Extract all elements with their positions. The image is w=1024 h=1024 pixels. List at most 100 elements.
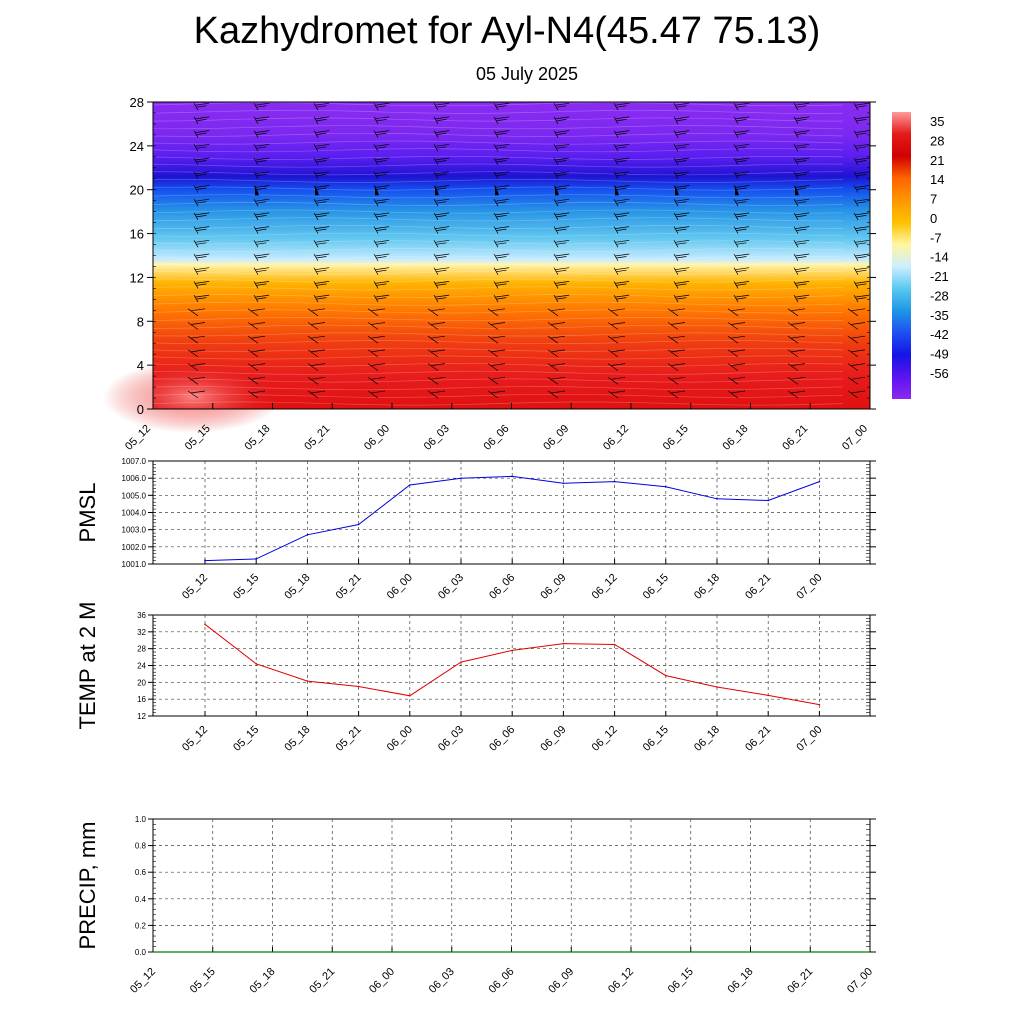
wind-barb bbox=[853, 185, 870, 193]
x-tick-label: 05_12 bbox=[180, 724, 210, 754]
x-tick-label: 06_12 bbox=[590, 724, 620, 754]
wind-barb bbox=[667, 376, 686, 385]
isotherm-contour bbox=[152, 240, 844, 245]
wind-barb bbox=[673, 130, 690, 138]
wind-barb bbox=[667, 322, 686, 330]
wind-barb bbox=[613, 226, 630, 234]
x-tick-label: 06_06 bbox=[487, 572, 517, 602]
wind-barb bbox=[493, 239, 510, 248]
series-point bbox=[204, 623, 206, 626]
wind-barb bbox=[307, 335, 326, 344]
wind-barb bbox=[733, 294, 750, 303]
wind-pennant bbox=[495, 185, 499, 196]
x-tick-label: 05_21 bbox=[307, 966, 337, 996]
y-tick-label: 1005.0 bbox=[122, 491, 147, 500]
wind-barb bbox=[253, 281, 270, 289]
wind-barb bbox=[253, 116, 270, 125]
wind-barb bbox=[193, 212, 210, 221]
wind-barb bbox=[427, 390, 446, 399]
wind-barb bbox=[547, 363, 566, 371]
isotherm-contour bbox=[152, 355, 844, 360]
series-point bbox=[613, 480, 616, 483]
wind-barb bbox=[607, 335, 626, 344]
wind-barb bbox=[727, 376, 746, 385]
wind-barb bbox=[433, 281, 450, 289]
isotherm-contour bbox=[152, 317, 844, 322]
y-tick-label: 24 bbox=[137, 662, 146, 671]
x-tick-label: 05_18 bbox=[282, 572, 312, 602]
series-point bbox=[767, 499, 769, 502]
wind-barb bbox=[367, 349, 386, 358]
wind-barb bbox=[613, 212, 630, 221]
colorbar-label: 21 bbox=[930, 153, 944, 168]
wind-barb bbox=[433, 226, 450, 234]
wind-barb bbox=[793, 239, 810, 248]
isotherm-contour bbox=[152, 278, 844, 283]
isotherm-contour bbox=[152, 109, 844, 114]
isotherm-contour bbox=[152, 309, 844, 314]
wind-barb bbox=[193, 185, 210, 193]
wind-barb bbox=[193, 157, 210, 166]
wind-barb bbox=[187, 390, 206, 399]
isotherm-contour bbox=[152, 132, 844, 137]
wind-barb bbox=[613, 157, 630, 166]
y-axis-title: TEMP at 2 M bbox=[75, 602, 100, 730]
x-tick-label: 06_00 bbox=[385, 572, 415, 602]
wind-barb bbox=[613, 198, 630, 207]
wind-barb bbox=[613, 171, 630, 179]
wind-barb bbox=[733, 116, 750, 125]
y-tick-label: 0.2 bbox=[135, 921, 147, 930]
wind-barb bbox=[193, 281, 210, 289]
wind-barb bbox=[733, 239, 750, 248]
wind-barb bbox=[253, 226, 270, 234]
wind-barb bbox=[853, 267, 870, 275]
colorbar-label: -56 bbox=[930, 366, 949, 381]
wind-barb bbox=[607, 349, 626, 358]
chart-subtitle: 05 July 2025 bbox=[475, 64, 579, 84]
wind-barb bbox=[553, 102, 570, 111]
wind-barb bbox=[373, 239, 390, 248]
wind-barb bbox=[727, 363, 746, 371]
isotherm-contour bbox=[152, 217, 843, 222]
isotherm-contour bbox=[152, 255, 844, 260]
wind-barb bbox=[367, 376, 386, 385]
y-tick-label: 1004.0 bbox=[122, 509, 147, 518]
wind-barb bbox=[433, 130, 450, 138]
isotherm-contour bbox=[152, 171, 844, 176]
temp-panel: 12 16 20 24 28 32 36 05_12 05_15 05_18 05_21 06_00 0… bbox=[75, 602, 876, 754]
wind-barb bbox=[493, 281, 510, 289]
wind-pennant bbox=[375, 185, 379, 196]
wind-barb bbox=[313, 143, 330, 152]
wind-barb bbox=[853, 143, 870, 152]
isotherm-contour bbox=[152, 202, 844, 206]
wind-barb bbox=[673, 143, 690, 152]
series-point bbox=[357, 523, 360, 526]
wind-barb bbox=[733, 253, 750, 262]
x-tick-label: 05_15 bbox=[231, 724, 261, 754]
wind-barb bbox=[487, 376, 506, 385]
wind-barb bbox=[247, 363, 266, 371]
isotherm-contour bbox=[152, 125, 844, 130]
x-tick-label: 05_12 bbox=[180, 572, 210, 602]
wind-barb bbox=[613, 281, 630, 289]
wind-barb bbox=[427, 335, 446, 344]
temperature-field bbox=[153, 102, 870, 409]
wind-barb bbox=[427, 308, 446, 317]
x-tick-label: 06_06 bbox=[487, 724, 517, 754]
wind-barb bbox=[253, 157, 270, 166]
wind-barb bbox=[547, 349, 566, 358]
wind-barb bbox=[373, 226, 390, 234]
wind-pennant bbox=[735, 185, 739, 196]
wind-barb bbox=[307, 349, 326, 358]
wind-barb bbox=[613, 294, 630, 303]
wind-barb bbox=[373, 130, 390, 138]
x-tick-label: 06_21 bbox=[743, 724, 773, 754]
wind-barb bbox=[847, 349, 866, 358]
isotherm-contour bbox=[152, 393, 844, 398]
series-point bbox=[306, 534, 309, 536]
wind-barb bbox=[553, 226, 570, 234]
x-tick-label: 05_12 bbox=[128, 966, 158, 996]
wind-barb bbox=[253, 143, 270, 152]
wind-barb bbox=[247, 390, 266, 399]
